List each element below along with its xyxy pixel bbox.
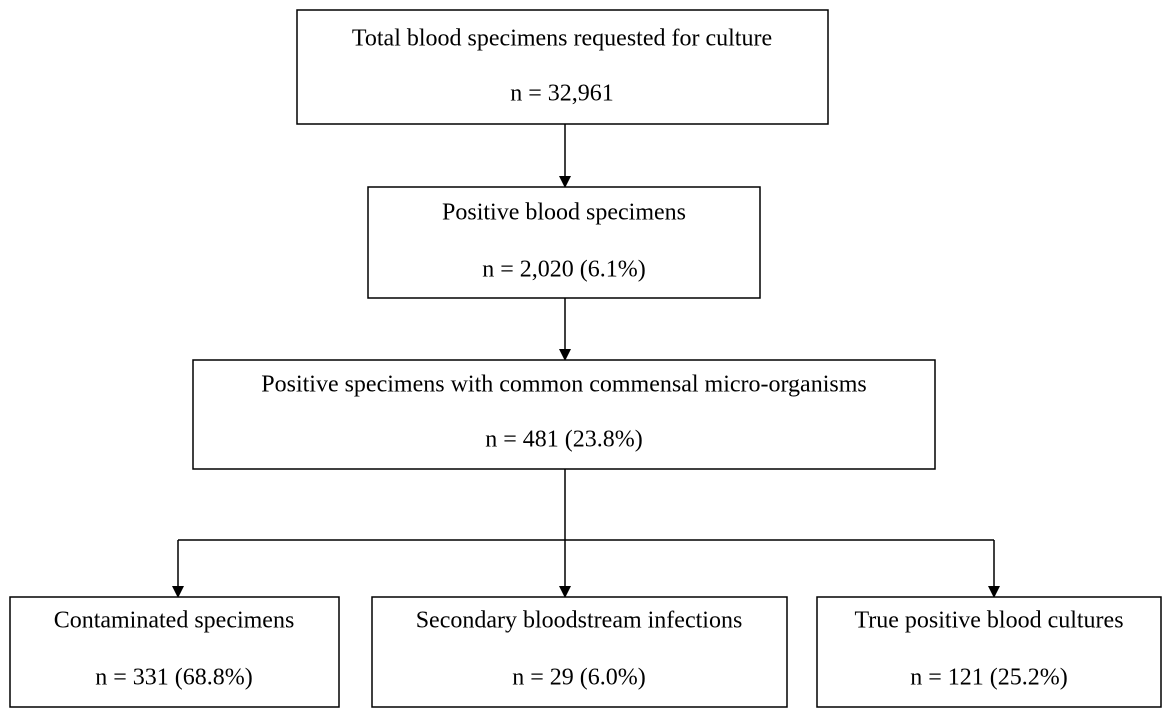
node-box: [9, 596, 340, 708]
node-count: n = 2,020 (6.1%): [482, 257, 646, 283]
node-label: Contaminated specimens: [54, 608, 295, 634]
node-count: n = 121 (25.2%): [910, 665, 1068, 691]
node-label: Positive blood specimens: [442, 200, 686, 226]
node-count: n = 29 (6.0%): [512, 665, 646, 691]
node-count: n = 481 (23.8%): [485, 427, 643, 453]
node-label: True positive blood cultures: [854, 608, 1123, 634]
node-label: Positive specimens with common commensal…: [261, 372, 866, 398]
node-label: Secondary bloodstream infections: [416, 608, 743, 634]
node-box: [371, 596, 788, 708]
node-box: [367, 186, 761, 299]
node-box: [296, 9, 829, 125]
node-count: n = 331 (68.8%): [95, 665, 253, 691]
node-count: n = 32,961: [510, 81, 614, 107]
node-box: [816, 596, 1162, 708]
node-box: [192, 359, 936, 470]
node-label: Total blood specimens requested for cult…: [352, 26, 772, 52]
